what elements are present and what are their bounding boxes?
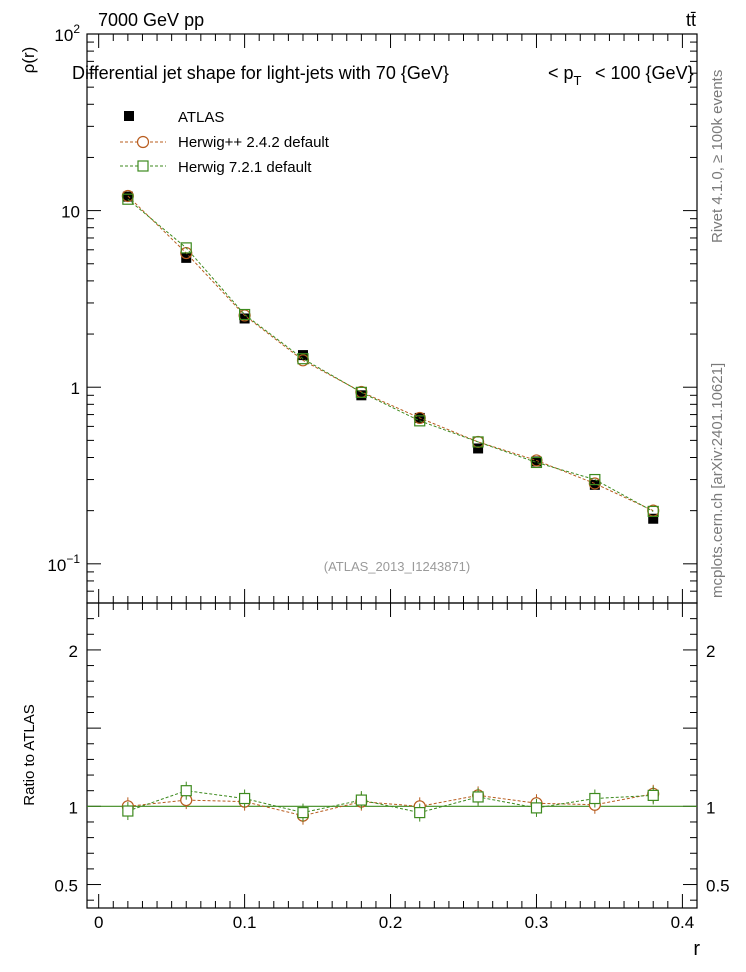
main-y-tick-label: 10: [61, 203, 80, 222]
ratio-y-tick-label: 1: [69, 798, 78, 817]
ratio-herwig7-point: [414, 806, 426, 819]
main-series-line-1: [127, 195, 654, 512]
x-tick-label: 0.4: [671, 913, 695, 932]
ratio-herwig7-point: [297, 806, 309, 819]
ratio-y-tick-label-right: 1: [706, 798, 715, 817]
ratio-y-axis: 2 2 1 1 0.5 0.5: [54, 618, 730, 901]
legend: ATLAS Herwig++ 2.4.2 default Herwig 7.2.…: [120, 109, 330, 176]
ratio-series-line-0: [127, 793, 654, 817]
main-series-line-2: [127, 198, 654, 512]
x-tick-label: 0: [94, 913, 103, 932]
main-y-tick-label: 1: [71, 379, 80, 398]
ratio-herwig7-point: [647, 789, 659, 801]
energy-label: 7000 GeV pp: [98, 10, 204, 30]
ratio-y-tick-label-right: 2: [706, 642, 715, 661]
main-x-axis: [98, 34, 698, 603]
atlas-data-point: [239, 313, 250, 324]
herwig7-data-point: [472, 436, 484, 448]
herwig7-data-point: [180, 242, 192, 254]
x-axis-label: r: [693, 938, 700, 960]
ratio-herwig7-point: [355, 794, 367, 806]
x-tick-label: 0.3: [525, 913, 549, 932]
mcplots-side-label: mcplots.cern.ch [arXiv:2401.10621]: [709, 363, 726, 598]
legend-atlas-marker: [124, 111, 134, 121]
chart-title-pt-sub: T: [574, 73, 582, 88]
process-label: tt̄: [686, 10, 696, 30]
ratio-herwig7-point: [472, 791, 484, 803]
herwig7-data-point: [589, 473, 601, 486]
main-y-tick-label: 102: [54, 22, 80, 45]
herwig7-data-point: [355, 386, 367, 398]
ratio-y-tick-label-right: 0.5: [706, 877, 730, 896]
ratio-x-axis: 0 0.1 0.2 0.3 0.4: [94, 603, 698, 932]
herwig7-data-point: [647, 505, 659, 518]
ratio-herwig7-point: [530, 802, 543, 814]
ratio-series-line-1: [127, 790, 654, 814]
herwig7-data-point: [414, 415, 426, 427]
rivet-side-label: Rivet 4.1.0, ≥ 100k events: [709, 70, 726, 243]
ratio-herwig7-point: [589, 792, 601, 805]
herwig7-data-point: [239, 308, 251, 321]
herwig7-data-point: [122, 193, 134, 205]
legend-herwigpp-label: Herwig++ 2.4.2 default: [178, 134, 330, 151]
atlas-data-point: [473, 443, 484, 454]
analysis-watermark: (ATLAS_2013_I1243871): [324, 559, 470, 574]
main-data-layer: [121, 189, 660, 524]
legend-herwig7-label: Herwig 7.2.1 default: [178, 159, 312, 176]
herwig7-data-point: [530, 456, 543, 469]
legend-atlas-label: ATLAS: [178, 109, 224, 126]
ratio-y-axis-label: Ratio to ATLAS: [21, 704, 38, 805]
x-tick-label: 0.1: [233, 913, 257, 932]
chart-title: Differential jet shape for light-jets wi…: [72, 63, 449, 83]
ratio-herwig7-point: [122, 805, 134, 817]
herwig7-data-point: [297, 353, 309, 365]
atlas-data-point: [648, 513, 659, 524]
x-tick-label: 0.2: [379, 913, 403, 932]
legend-herwig7-marker: [137, 160, 149, 172]
atlas-data-point: [356, 390, 367, 401]
main-y-tick-label: 10−1: [47, 552, 80, 575]
atlas-data-point: [531, 456, 542, 467]
main-y-axis-label: ρ(r): [19, 47, 38, 74]
ratio-y-tick-label: 0.5: [54, 877, 78, 896]
ratio-herwig7-point: [180, 785, 192, 797]
legend-herwigpp-marker: [136, 135, 150, 149]
ratio-plot-frame: [86, 602, 698, 909]
atlas-data-point: [181, 252, 192, 263]
chart-title-pt: < pT: [548, 63, 582, 88]
ratio-y-tick-label: 2: [69, 642, 78, 661]
chart-title-end: < 100 {GeV}: [595, 63, 694, 83]
chart-title-pt-label: < p: [548, 63, 574, 83]
ratio-herwig7-point: [239, 792, 251, 805]
ratio-data-layer: [87, 781, 697, 825]
main-y-axis: 102 10 1 10−1: [47, 22, 697, 604]
